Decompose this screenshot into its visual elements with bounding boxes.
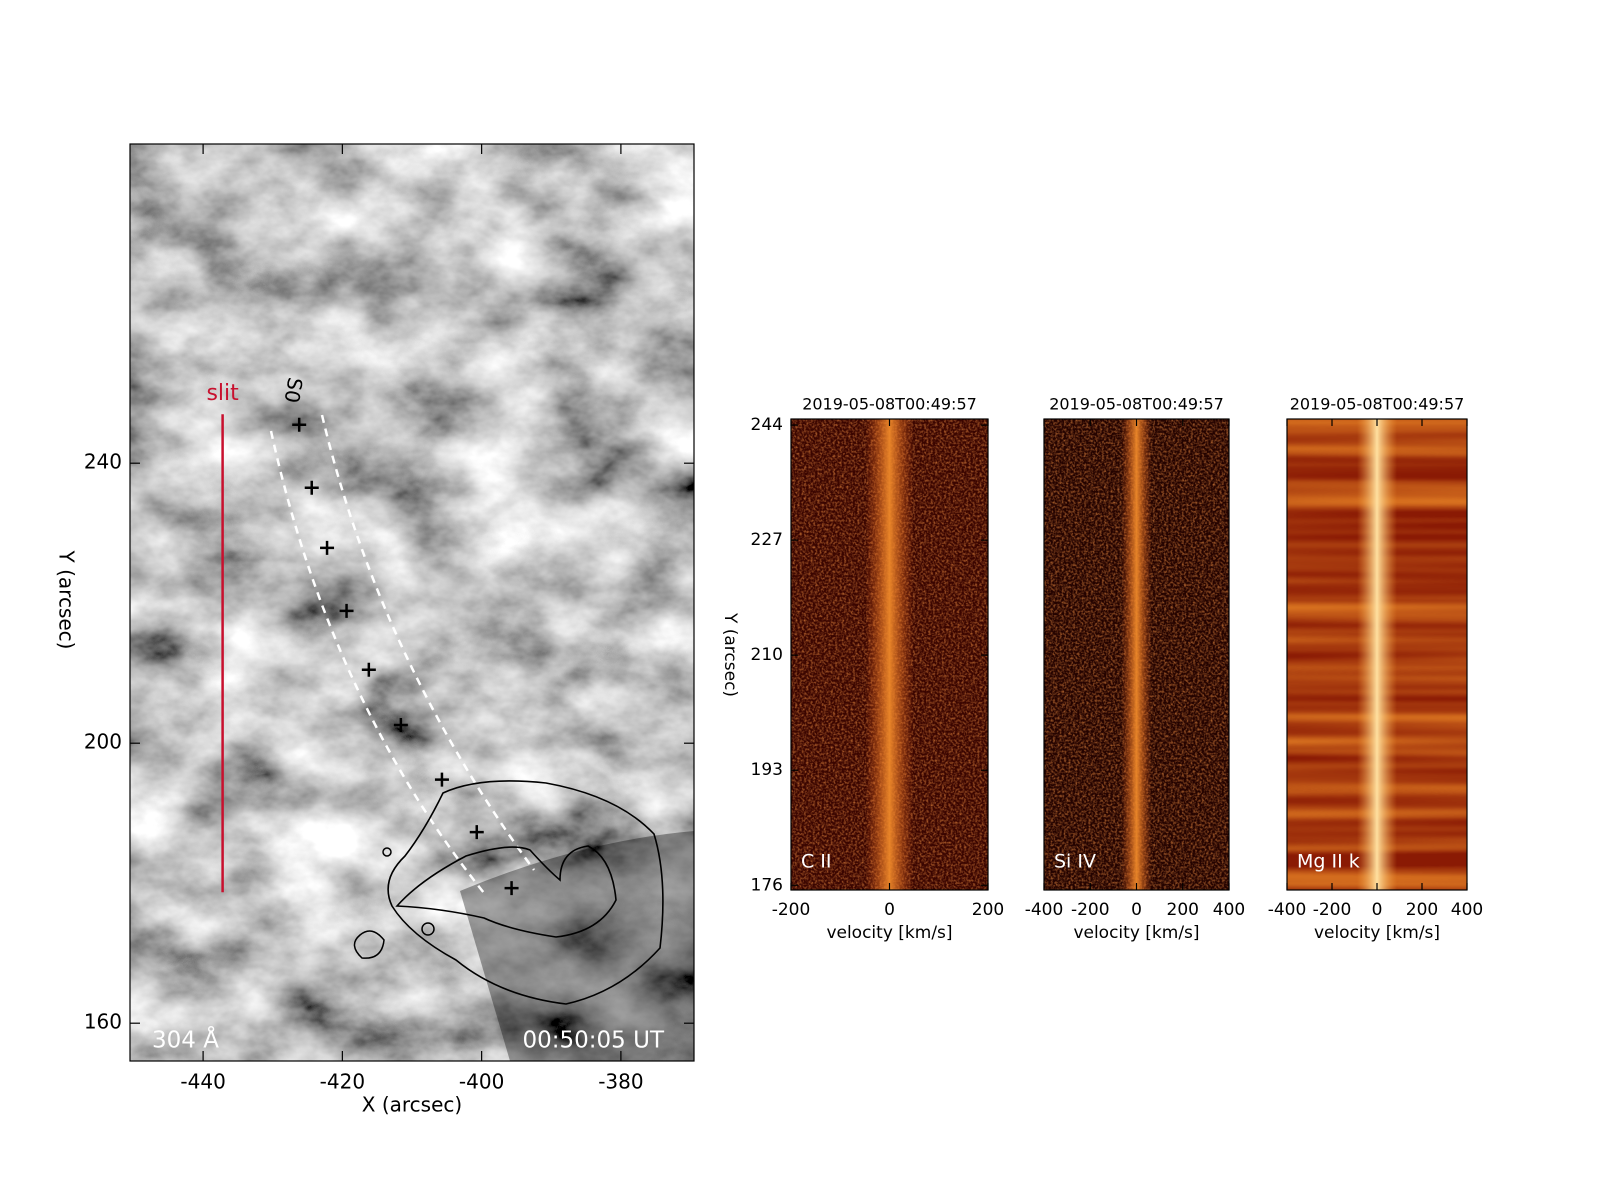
marker	[393, 718, 408, 732]
marker	[469, 825, 484, 840]
line-label: Si IV	[1054, 851, 1096, 873]
track-label: S0	[279, 376, 307, 405]
line-label: Mg II k	[1297, 851, 1360, 873]
marker	[434, 772, 449, 787]
y-tick-label: 193	[751, 760, 783, 780]
x-axis-label: velocity [km/s]	[1073, 923, 1199, 943]
y-tick-label: 160	[84, 1010, 122, 1034]
marker	[320, 540, 335, 555]
marker	[292, 417, 307, 432]
marker	[304, 480, 319, 495]
panels: slit S0 304 Å 00:50:05 UT -440 -420 -400 -380 16…	[55, 143, 1483, 1117]
panel-timestamp: 2019-05-08T00:49:57	[1290, 395, 1465, 414]
contour	[395, 845, 617, 938]
x-tick-label: -400	[459, 1070, 504, 1094]
line-label: C II	[801, 851, 832, 873]
euv-image	[130, 144, 694, 1061]
track-dashed-line	[269, 430, 485, 894]
x-tick-label: -200	[1071, 900, 1110, 920]
x-tick-label: -380	[598, 1070, 643, 1094]
contour	[353, 930, 385, 959]
x-tick-label: 400	[1213, 900, 1245, 920]
left-overlay	[269, 414, 664, 1005]
slit-label: slit	[206, 381, 239, 406]
x-tick-label: 0	[884, 900, 895, 920]
x-tick-label: -400	[1025, 900, 1064, 920]
y-axis-label: Y (arcsec)	[720, 612, 740, 697]
x-tick-label: 200	[972, 900, 1004, 920]
spectrum-line-core	[865, 419, 914, 890]
wavelength-label: 304 Å	[152, 1026, 219, 1054]
time-label: 00:50:05 UT	[523, 1028, 665, 1054]
y-tick-label: 244	[751, 415, 783, 435]
y-tick-label: 240	[84, 450, 122, 474]
x-tick-label: -440	[180, 1070, 225, 1094]
y-axis-label: Y (arcsec)	[55, 550, 79, 650]
x-axis-label: velocity [km/s]	[826, 923, 952, 943]
x-tick-label: -420	[320, 1070, 365, 1094]
x-tick-label: -200	[1313, 900, 1352, 920]
panel-timestamp: 2019-05-08T00:49:57	[1049, 395, 1224, 414]
x-tick-label: 0	[1372, 900, 1383, 920]
x-axis-label: velocity [km/s]	[1314, 923, 1440, 943]
x-axis-label: X (arcsec)	[362, 1093, 462, 1117]
marker	[339, 603, 354, 618]
y-tick-label: 227	[751, 530, 783, 550]
y-tick-label: 176	[751, 875, 783, 895]
spectrum-line-core	[1357, 419, 1397, 890]
x-tick-label: 400	[1451, 900, 1483, 920]
marker	[504, 881, 519, 896]
marker	[361, 662, 376, 677]
frame	[129, 143, 695, 1062]
x-tick-label: 200	[1167, 900, 1199, 920]
x-tick-label: 200	[1406, 900, 1438, 920]
contour	[382, 847, 392, 857]
x-tick-label: -200	[772, 900, 811, 920]
x-tick-label: -400	[1268, 900, 1307, 920]
y-tick-label: 210	[751, 645, 783, 665]
contour	[387, 780, 664, 1005]
contour	[421, 922, 435, 936]
x-tick-label: 0	[1131, 900, 1142, 920]
panel-timestamp: 2019-05-08T00:49:57	[802, 395, 977, 414]
y-tick-label: 200	[84, 730, 122, 754]
track-dashed-line	[320, 414, 536, 871]
spectrum-line-core	[1121, 419, 1152, 890]
